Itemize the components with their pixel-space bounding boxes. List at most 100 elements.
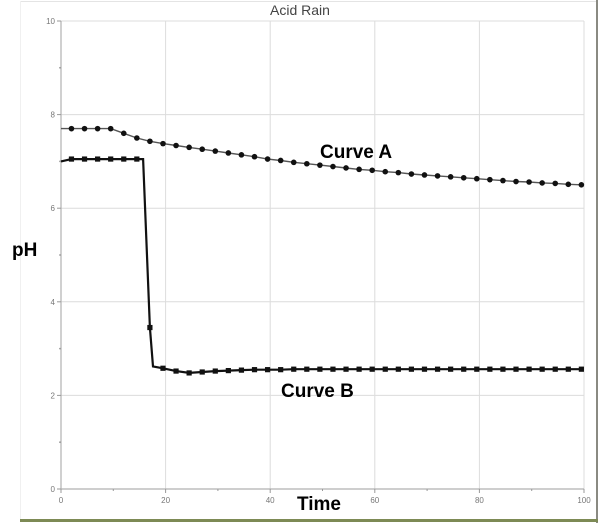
curve-a-marker [290,159,297,166]
curve-b-marker [264,367,271,373]
curve-a-marker [513,178,519,185]
curve-b-marker [134,156,140,162]
curve-a-marker [552,180,559,187]
curve-a-marker [199,146,206,153]
curve-b-marker [173,368,179,374]
curve-a-marker [526,179,532,185]
y-tick-label: 6 [51,204,56,213]
y-tick-label: 10 [46,17,55,26]
curve-b-marker [382,366,388,372]
curve-b-marker [500,366,506,372]
curve-b-marker [474,366,480,372]
curve-b-marker [552,366,558,372]
curve-b-marker [539,366,545,372]
curve-a-marker [500,177,506,184]
curve-b-marker [578,366,584,372]
curve-b-marker [251,367,258,373]
y-minor-tick [59,66,61,69]
curve-b-marker [304,366,310,372]
y-minor-tick [59,160,61,163]
frame-left-border [20,1,21,521]
curve-a-label: Curve A [320,142,393,163]
curve-b-marker [330,366,336,372]
curve-a-marker [251,153,258,160]
x-tick-label: 80 [475,496,484,505]
curve-b-marker [108,156,114,162]
curve-a-marker [408,171,415,177]
curve-b-marker [448,366,454,372]
curve-a-marker [421,172,428,178]
curve-b-marker [160,365,166,371]
curve-b-marker [147,324,153,331]
curve-a-marker [134,135,140,141]
y-minor-tick [59,254,61,256]
curve-a-marker [173,142,179,149]
curve-a-marker [330,163,336,170]
x-tick-label: 100 [577,496,591,505]
frame-right-border [596,0,598,523]
y-minor-tick [59,441,61,444]
y-axis-label: pH [12,240,38,261]
curve-a-marker [186,144,192,151]
curve-b-marker [408,366,415,372]
curve-b-marker [278,367,284,373]
curve-a-marker [343,165,349,171]
curve-a-marker [304,160,310,167]
curve-a-marker [369,167,375,174]
curve-b-marker [565,366,571,372]
x-tick-label: 0 [59,496,64,505]
curve-a-marker [94,125,101,132]
y-tick-label: 8 [51,111,56,120]
curve-b-marker [461,366,467,372]
curve-a-marker [317,162,323,168]
curve-a-marker [539,180,545,186]
curve-b-line [60,158,582,375]
curve-b-marker [343,366,349,372]
x-tick-label: 60 [370,496,379,505]
curve-b-marker [369,366,375,372]
curve-b-marker [95,156,101,162]
curve-b-marker [395,366,401,372]
curve-b-marker [68,156,75,162]
curve-b-marker [81,156,88,162]
y-tick-label: 4 [51,298,56,307]
curve-b-marker [121,156,127,162]
curve-a-marker [147,138,153,145]
curve-a-marker [277,157,284,164]
chart-title: Acid Rain [270,2,330,18]
curve-a-marker [460,174,467,181]
curve-a-marker [382,168,389,175]
curve-b-marker [513,366,519,372]
curve-a-marker [68,125,75,132]
curve-a-marker [565,181,572,188]
curve-a-marker [473,175,480,182]
frame-top-border [20,1,597,2]
curve-b-marker [434,366,441,372]
curve-b-marker [238,367,245,373]
curve-b-label: Curve B [281,381,354,402]
curve-b-marker [317,366,323,372]
curve-b-marker [356,366,362,372]
x-tick-label: 20 [161,496,170,505]
curve-a-marker [356,166,362,173]
curve-a-marker [447,174,454,180]
curve-b-marker [186,370,192,376]
curve-a-marker [120,130,127,137]
curve-a-marker [225,150,232,156]
curve-a-marker [264,156,271,162]
curve-a-marker [160,140,166,147]
curve-a-marker [578,182,585,188]
curve-a-marker [81,125,88,132]
curve-a-marker [434,173,441,179]
curve-b-marker [225,367,231,374]
curve-b-marker [291,366,297,372]
curve-a-marker [395,169,402,176]
curve-b-marker [526,366,532,372]
curve-a-marker [212,148,219,154]
x-tick-label: 40 [266,496,275,505]
y-tick-label: 2 [51,391,56,400]
y-minor-tick [59,347,61,350]
y-tick-label: 0 [51,485,56,494]
curve-b-marker [212,368,218,374]
